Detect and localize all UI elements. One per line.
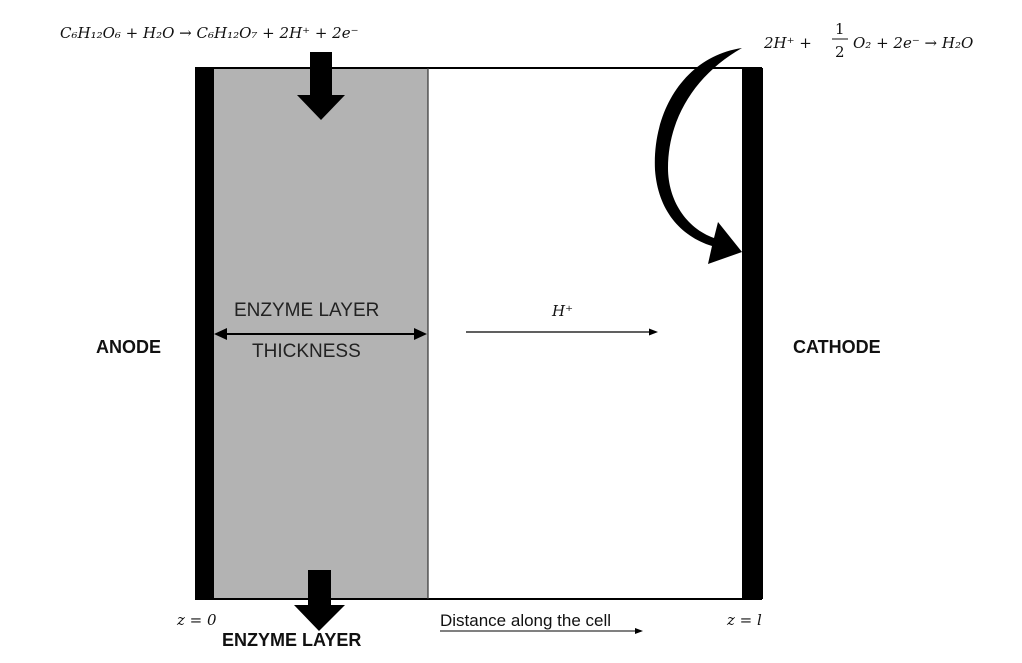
cathode-label: CATHODE	[793, 337, 881, 357]
cathode-electrode	[742, 68, 763, 599]
z-start-label: z = 0	[176, 611, 217, 629]
cathode-reaction-right: O₂ + 2e⁻ → H₂O	[853, 34, 973, 52]
fraction-numerator: 1	[835, 20, 845, 38]
proton-label: H⁺	[551, 302, 573, 320]
cathode-reaction-left: 2H⁺ +	[763, 34, 812, 52]
anode-electrode	[195, 68, 214, 599]
oxygen-curved-arrow	[654, 26, 742, 264]
z-end-label: z = l	[726, 611, 762, 629]
distance-axis-label: Distance along the cell	[440, 611, 611, 630]
substrate-arrow-top	[297, 52, 345, 120]
bottom-enzyme-layer-label: ENZYME LAYER	[222, 630, 361, 650]
cathode-fraction: 1 2	[832, 20, 848, 61]
anode-label: ANODE	[96, 337, 161, 357]
anode-reaction-equation: C₆H₁₂O₆ + H₂O → C₆H₁₂O₇ + 2H⁺ + 2e⁻	[60, 24, 359, 42]
distance-arrow	[440, 628, 643, 634]
enzyme-thickness-arrow	[214, 328, 427, 340]
thickness-label: THICKNESS	[252, 341, 361, 362]
proton-arrow	[466, 328, 658, 336]
product-arrow-bottom	[294, 570, 345, 631]
enzyme-layer-label: ENZYME LAYER	[234, 300, 379, 321]
fraction-denominator: 2	[835, 43, 845, 61]
